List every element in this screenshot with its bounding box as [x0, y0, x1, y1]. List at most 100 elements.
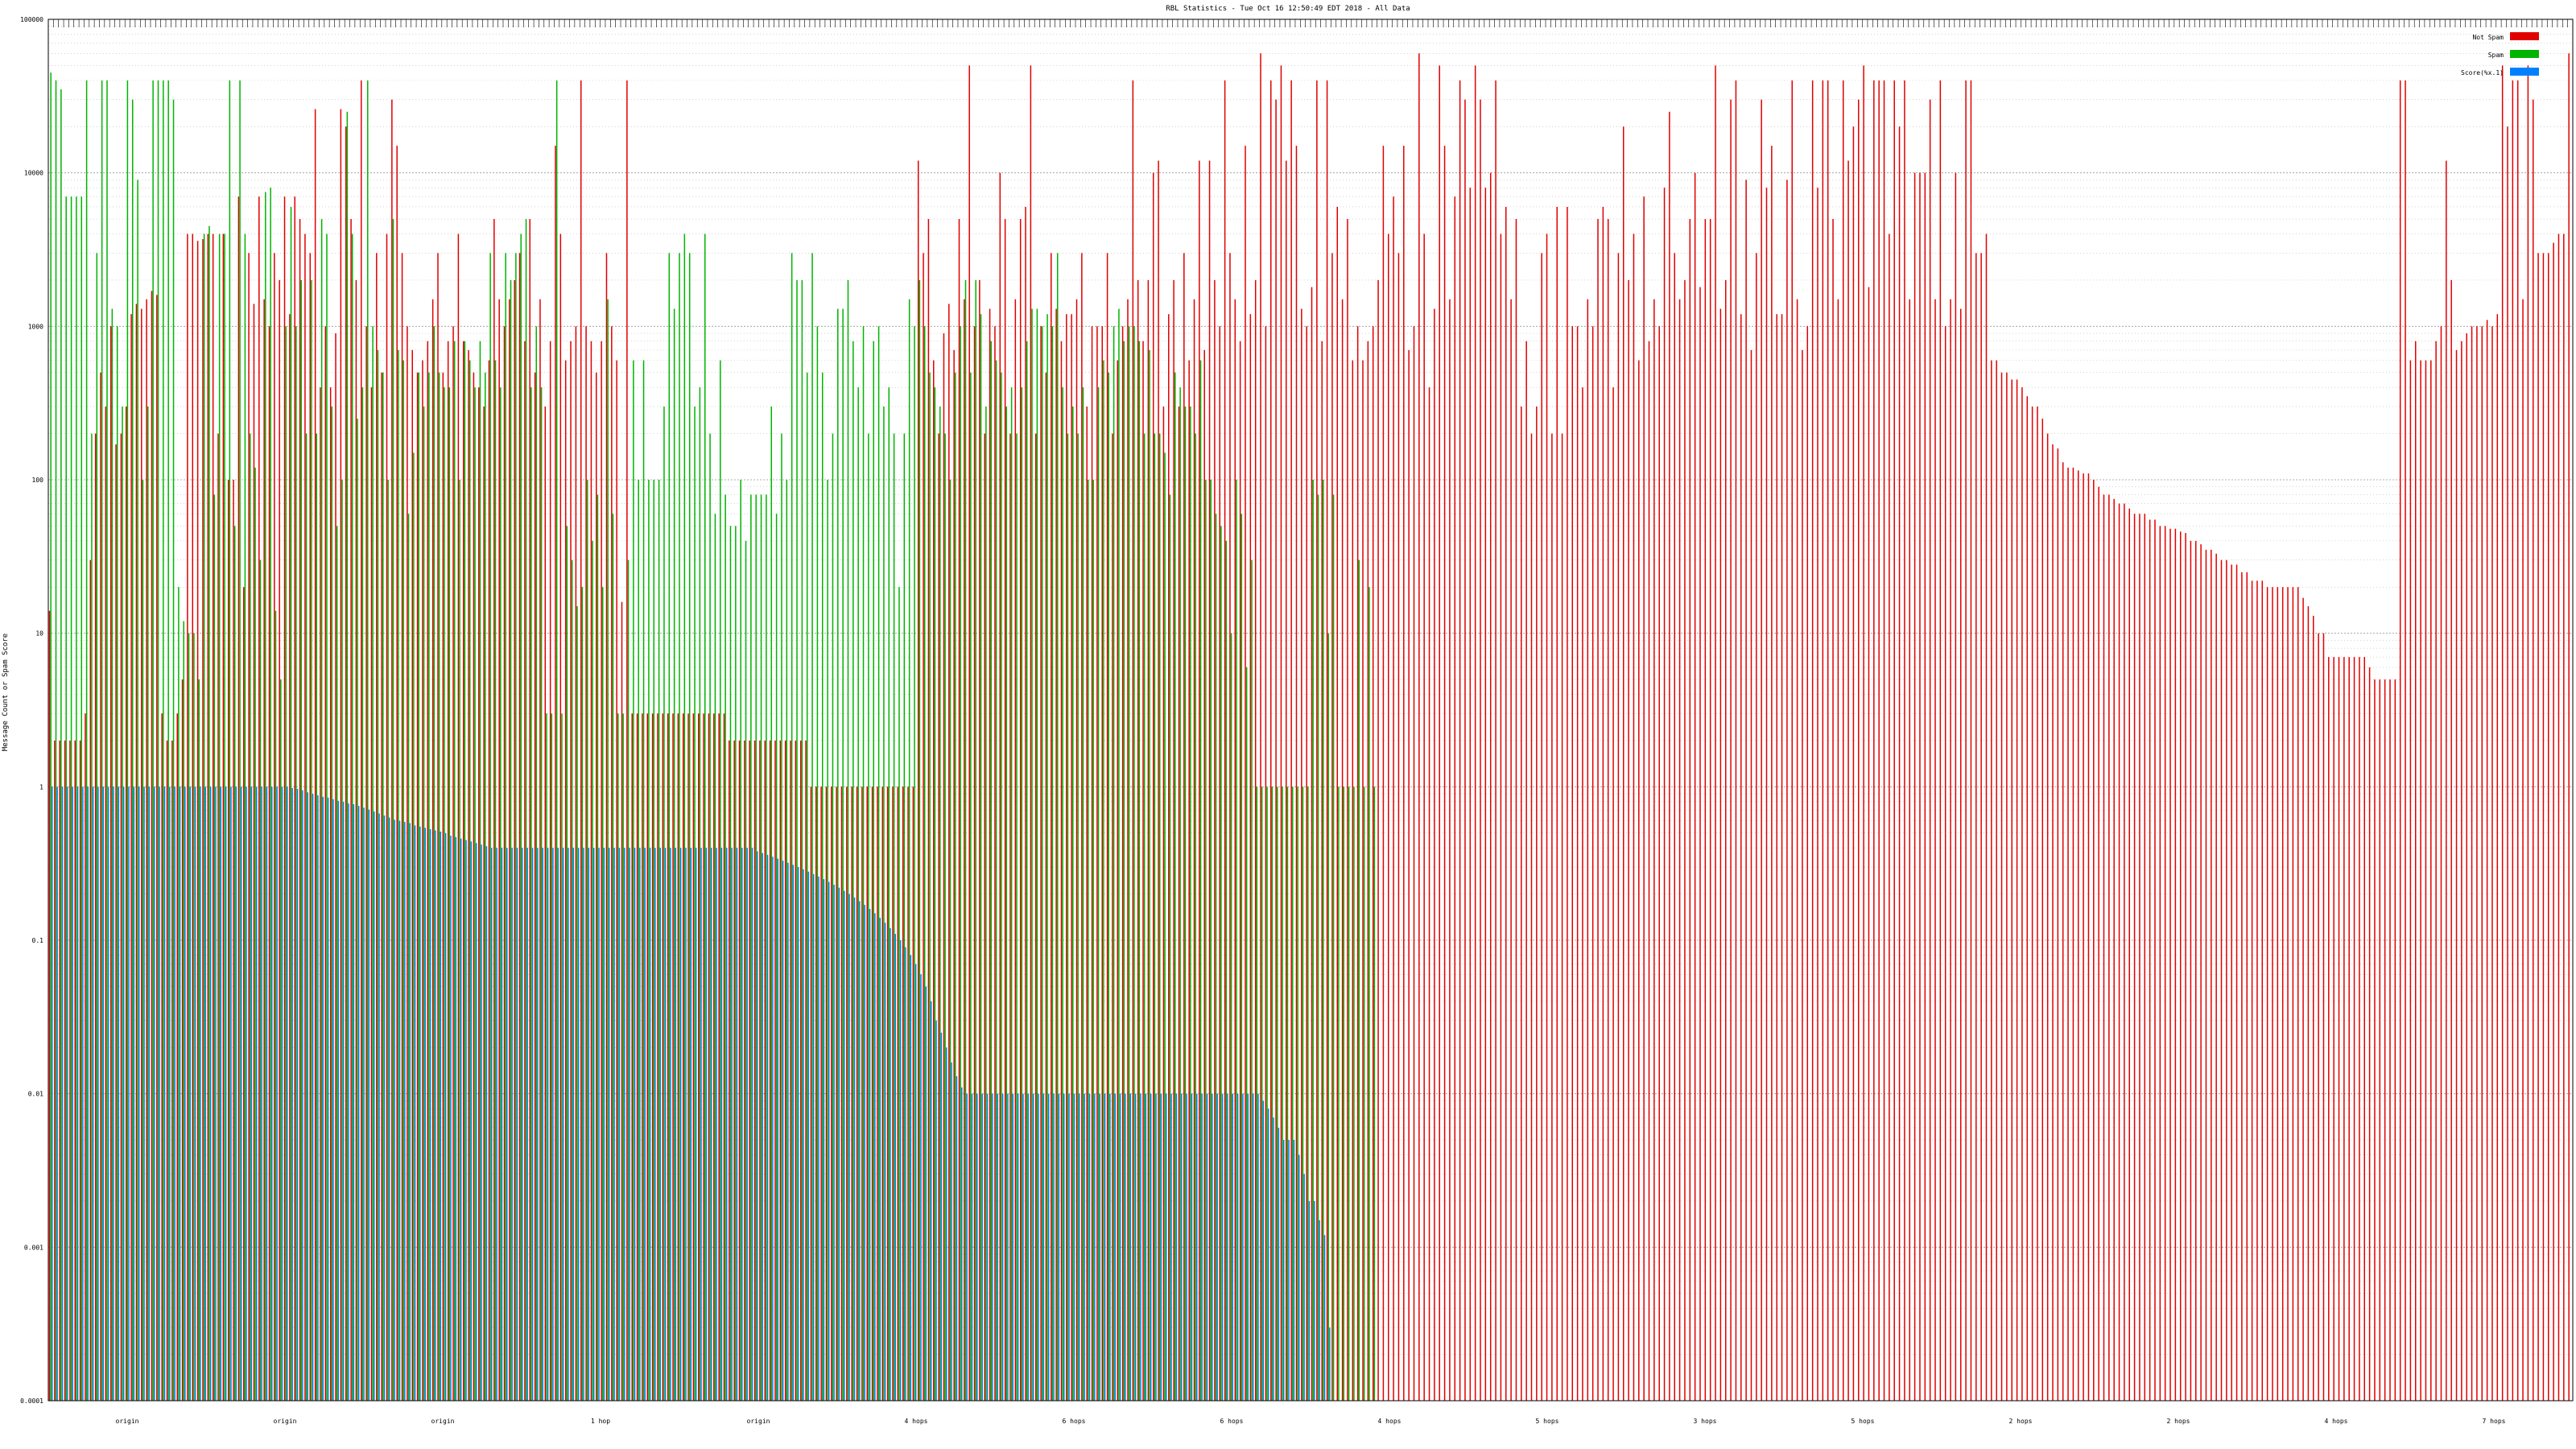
y-tick-label: 0.001	[24, 1244, 43, 1251]
bar-spam	[489, 253, 491, 1401]
bar-spam	[1062, 387, 1063, 1402]
bar-not-spam	[784, 740, 786, 1401]
bar-not-spam	[958, 219, 960, 1401]
bar-not-spam	[1765, 188, 1768, 1401]
bar-not-spam	[1188, 360, 1190, 1401]
bar-score-x-1-	[1170, 1093, 1172, 1401]
bar-spam	[1041, 326, 1043, 1402]
bar-score-x-1-	[986, 1093, 989, 1401]
bar-spam	[1128, 326, 1130, 1402]
bar-not-spam	[601, 341, 602, 1401]
bar-not-spam	[799, 740, 802, 1401]
bar-spam	[720, 360, 721, 1401]
bar-not-spam	[769, 740, 771, 1401]
bar-spam	[576, 606, 578, 1401]
bar-score-x-1-	[670, 848, 671, 1401]
bar-not-spam	[1372, 326, 1374, 1402]
bar-not-spam	[1750, 349, 1752, 1401]
bar-score-x-1-	[230, 786, 232, 1401]
bar-spam	[167, 80, 169, 1402]
bar-spam	[469, 360, 471, 1401]
bars	[48, 53, 2570, 1402]
bar-not-spam	[943, 333, 945, 1401]
bar-score-x-1-	[72, 786, 73, 1401]
bar-spam	[811, 253, 813, 1401]
bar-not-spam	[1362, 360, 1364, 1401]
bar-score-x-1-	[266, 786, 268, 1401]
bar-not-spam	[1254, 279, 1257, 1402]
bar-not-spam	[973, 326, 976, 1402]
bar-spam	[208, 225, 210, 1401]
bar-not-spam	[1730, 99, 1732, 1402]
bar-score-x-1-	[1282, 1140, 1285, 1401]
bar-score-x-1-	[787, 862, 789, 1401]
bar-score-x-1-	[475, 843, 477, 1401]
bar-spam	[1225, 540, 1228, 1401]
bar-not-spam	[1740, 314, 1742, 1401]
bar-spam	[305, 433, 308, 1401]
bar-not-spam	[503, 326, 506, 1402]
bar-not-spam	[1939, 80, 1942, 1402]
bar-not-spam	[483, 407, 485, 1401]
bar-score-x-1-	[444, 832, 447, 1401]
bar-not-spam	[2466, 333, 2467, 1401]
bar-not-spam	[1913, 172, 1916, 1401]
bar-score-x-1-	[772, 857, 774, 1401]
bar-spam	[1036, 308, 1038, 1401]
bar-score-x-1-	[746, 848, 748, 1401]
bar-not-spam	[1781, 314, 1783, 1401]
bar-not-spam	[100, 372, 101, 1402]
bar-not-spam	[2563, 233, 2565, 1401]
bar-score-x-1-	[353, 803, 355, 1401]
y-tick-label: 1000	[28, 323, 43, 330]
bar-score-x-1-	[1017, 1093, 1019, 1401]
bar-spam	[172, 99, 175, 1402]
bar-not-spam	[611, 326, 613, 1402]
bar-score-x-1-	[1191, 1093, 1193, 1401]
bar-score-x-1-	[429, 828, 431, 1401]
bar-not-spam	[657, 713, 658, 1401]
bar-score-x-1-	[976, 1093, 978, 1401]
bar-score-x-1-	[465, 840, 467, 1401]
bar-spam	[55, 80, 57, 1402]
bar-not-spam	[1280, 65, 1282, 1401]
bar-not-spam	[2384, 679, 2386, 1401]
bar-score-x-1-	[609, 848, 610, 1401]
bar-spam	[270, 188, 271, 1401]
bar-score-x-1-	[1001, 1093, 1004, 1401]
bar-not-spam	[2343, 657, 2345, 1401]
bar-not-spam	[2409, 360, 2412, 1401]
bar-spam	[755, 494, 757, 1401]
bar-score-x-1-	[92, 786, 94, 1401]
bar-not-spam	[1500, 233, 1502, 1401]
bar-not-spam	[1066, 314, 1067, 1401]
bar-spam	[178, 587, 180, 1401]
bar-not-spam	[1505, 206, 1507, 1402]
bar-not-spam	[856, 786, 858, 1401]
bar-spam	[1220, 526, 1222, 1401]
bar-not-spam	[1904, 80, 1905, 1402]
bar-spam	[535, 326, 537, 1402]
bar-not-spam	[1347, 219, 1348, 1401]
bar-spam	[770, 407, 773, 1401]
bar-not-spam	[1623, 126, 1624, 1401]
bar-score-x-1-	[1088, 1093, 1091, 1401]
bar-score-x-1-	[685, 848, 687, 1401]
bar-not-spam	[2328, 657, 2330, 1401]
bar-score-x-1-	[1196, 1093, 1198, 1401]
bar-not-spam	[866, 786, 868, 1401]
bar-not-spam	[171, 740, 173, 1401]
bar-not-spam	[324, 326, 327, 1402]
bar-not-spam	[774, 740, 776, 1401]
bar-not-spam	[1919, 172, 1921, 1401]
bar-not-spam	[1377, 279, 1379, 1402]
bar-score-x-1-	[327, 797, 329, 1401]
bar-spam	[546, 713, 547, 1401]
x-tick-label: 2 hops	[2167, 1418, 2190, 1425]
bar-not-spam	[268, 326, 270, 1402]
bar-not-spam	[2399, 80, 2401, 1402]
bar-score-x-1-	[516, 848, 518, 1401]
bar-spam	[131, 99, 134, 1402]
bar-not-spam	[585, 326, 587, 1402]
bar-not-spam	[1341, 299, 1344, 1401]
